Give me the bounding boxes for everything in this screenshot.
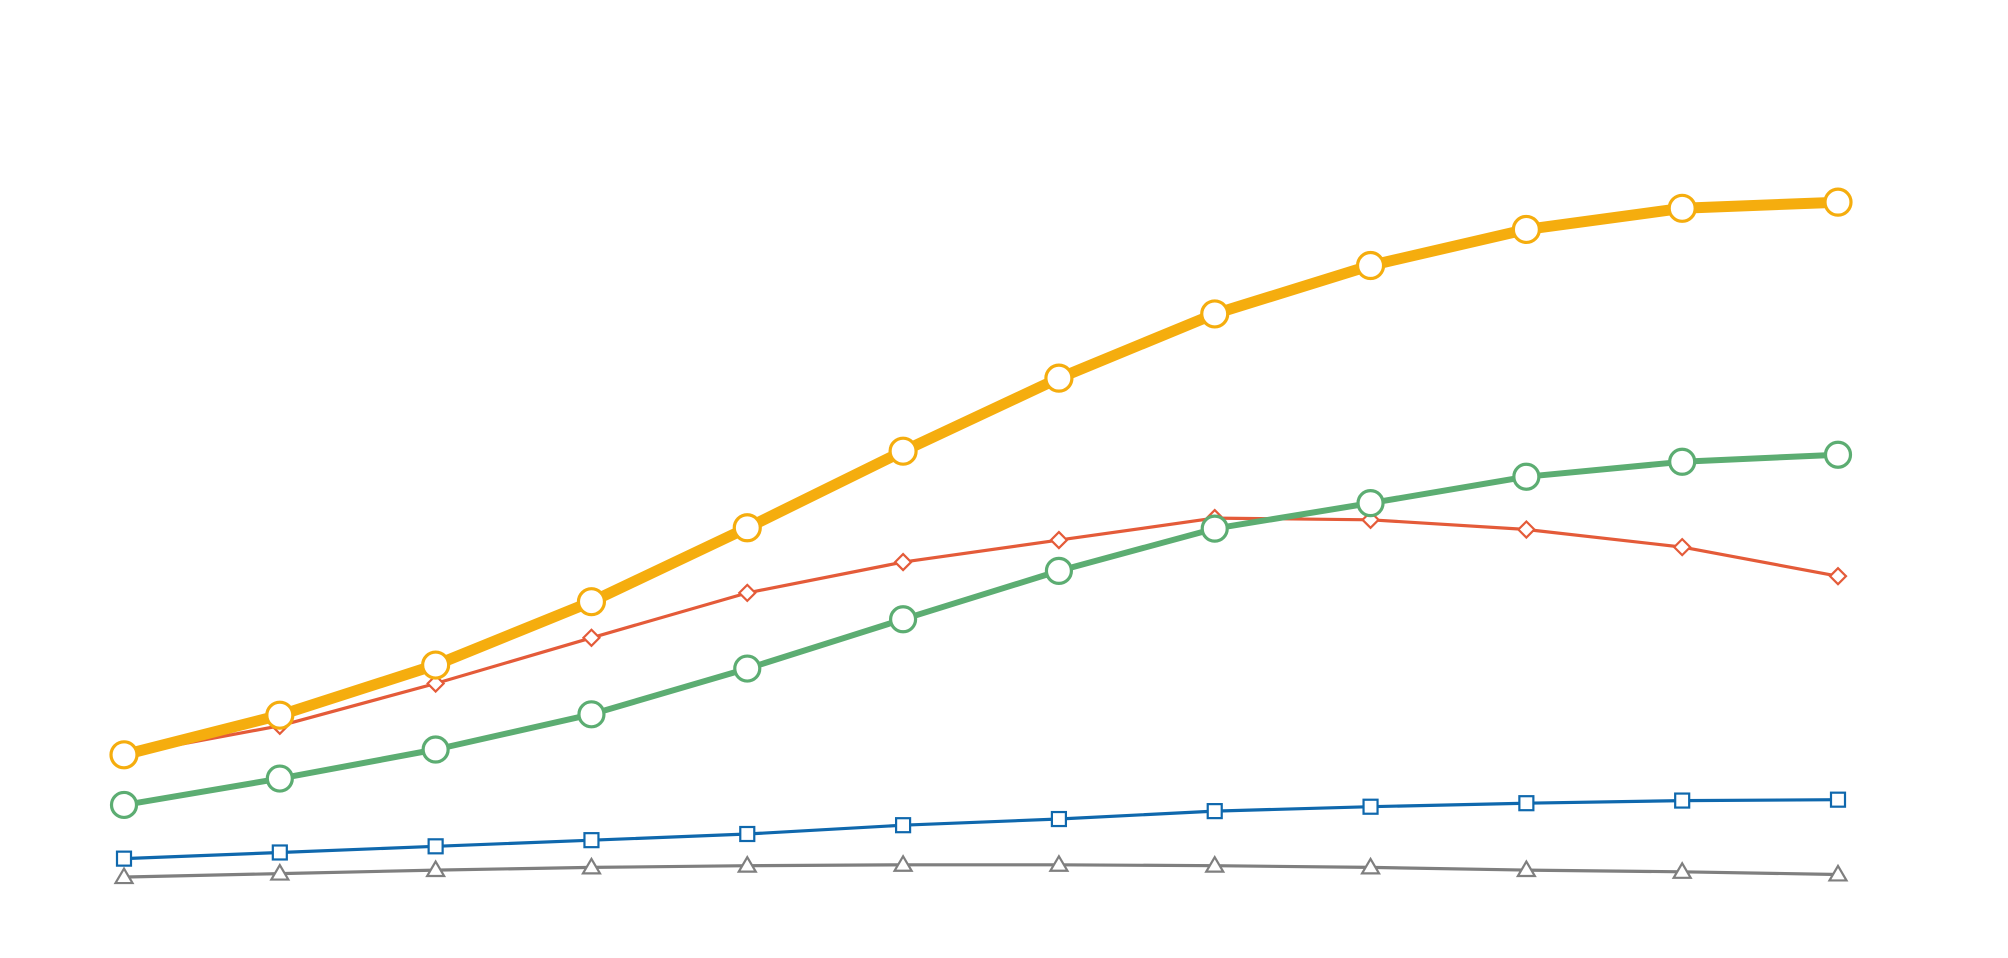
series-3-point-12 [1823, 440, 1853, 469]
series-5-point-8 [1204, 855, 1226, 873]
series-2-point-4 [581, 628, 602, 648]
series-3-point-2 [265, 764, 294, 793]
series-2-point-12 [1828, 566, 1848, 586]
series-2-point-6 [893, 552, 913, 572]
series-5-point-11 [1671, 861, 1693, 879]
series-1-point-1 [109, 740, 139, 770]
series-4-point-8 [1206, 803, 1223, 820]
series-4-point-7 [1050, 810, 1068, 828]
series-1-point-9 [1355, 250, 1386, 281]
series-2-point-10 [1516, 519, 1536, 540]
series-4-point-5 [739, 825, 756, 843]
series-1-point-12 [1823, 187, 1853, 217]
series-5-point-2 [269, 862, 291, 881]
series-2-line [122, 516, 1840, 757]
series-2 [114, 508, 1848, 765]
series-3-point-1 [109, 790, 139, 820]
series-3-point-7 [1044, 556, 1074, 585]
series-4-point-11 [1674, 792, 1691, 809]
series-1-point-10 [1511, 214, 1541, 245]
series-3-point-5 [733, 654, 762, 683]
series-2-point-5 [737, 583, 757, 603]
series-1-point-2 [265, 700, 295, 730]
series-4-point-4 [583, 832, 600, 849]
series-5-point-10 [1515, 859, 1537, 878]
series-3 [109, 440, 1853, 820]
series-1 [109, 187, 1853, 770]
series-1-point-3 [421, 650, 451, 680]
series-5-point-7 [1048, 854, 1070, 872]
series-4-point-6 [894, 817, 912, 834]
series-4-line [122, 798, 1840, 861]
series-4-point-12 [1829, 791, 1847, 808]
series-1-point-11 [1667, 193, 1697, 223]
series-4-point-2 [271, 844, 288, 861]
series-5-point-3 [425, 859, 447, 878]
series-3-line [121, 451, 1841, 808]
series-3-point-9 [1356, 489, 1385, 518]
series-3-point-11 [1668, 447, 1697, 476]
series-4-point-9 [1362, 798, 1379, 815]
series-3-point-8 [1200, 514, 1229, 543]
series-4-point-3 [427, 838, 444, 855]
series-5-point-5 [736, 855, 758, 873]
series-2-point-3 [426, 673, 446, 694]
series-4 [115, 791, 1847, 867]
series-4-point-1 [115, 850, 133, 867]
series-1-point-8 [1200, 299, 1230, 329]
series-5-point-9 [1360, 856, 1381, 875]
series-2-point-7 [1049, 530, 1069, 550]
series-1-point-6 [888, 436, 918, 466]
series-5-point-4 [581, 856, 602, 875]
series-1-point-4 [576, 587, 607, 617]
series-5 [113, 854, 1849, 885]
series-1-point-5 [732, 513, 762, 543]
series-3-point-6 [888, 605, 918, 634]
series-5-point-1 [113, 866, 135, 885]
series-1-line [118, 196, 1844, 761]
series-5-point-6 [892, 854, 914, 872]
series-3-point-10 [1512, 462, 1541, 491]
series-3-point-3 [421, 735, 450, 764]
series-1-point-7 [1044, 363, 1074, 393]
series-4-point-10 [1518, 795, 1535, 812]
series-2-point-11 [1672, 537, 1692, 557]
series-layer [109, 187, 1853, 885]
series-5-point-12 [1827, 863, 1849, 882]
series-5-line [122, 863, 1840, 879]
series-3-point-4 [577, 700, 606, 729]
